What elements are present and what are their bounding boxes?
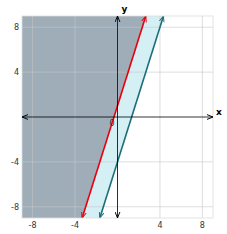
chart: -8 -4 0 4 8 -8 -4 4 8 x y (0, 0, 227, 234)
tick-label: -8 (11, 203, 19, 212)
tick-label: 0 (109, 119, 114, 128)
tick-label: 8 (14, 23, 19, 32)
tick-label: 4 (14, 68, 19, 77)
x-axis-label: x (216, 107, 222, 117)
y-axis-label: y (122, 4, 128, 14)
tick-label: 8 (200, 221, 205, 230)
tick-label: -8 (29, 221, 37, 230)
tick-label: 4 (157, 221, 162, 230)
tick-label: -4 (71, 221, 79, 230)
grid-line (117, 16, 118, 218)
plot-area (22, 16, 213, 218)
plot-frame (22, 16, 213, 218)
y-axis (117, 16, 118, 218)
tick-label: -4 (11, 158, 19, 167)
